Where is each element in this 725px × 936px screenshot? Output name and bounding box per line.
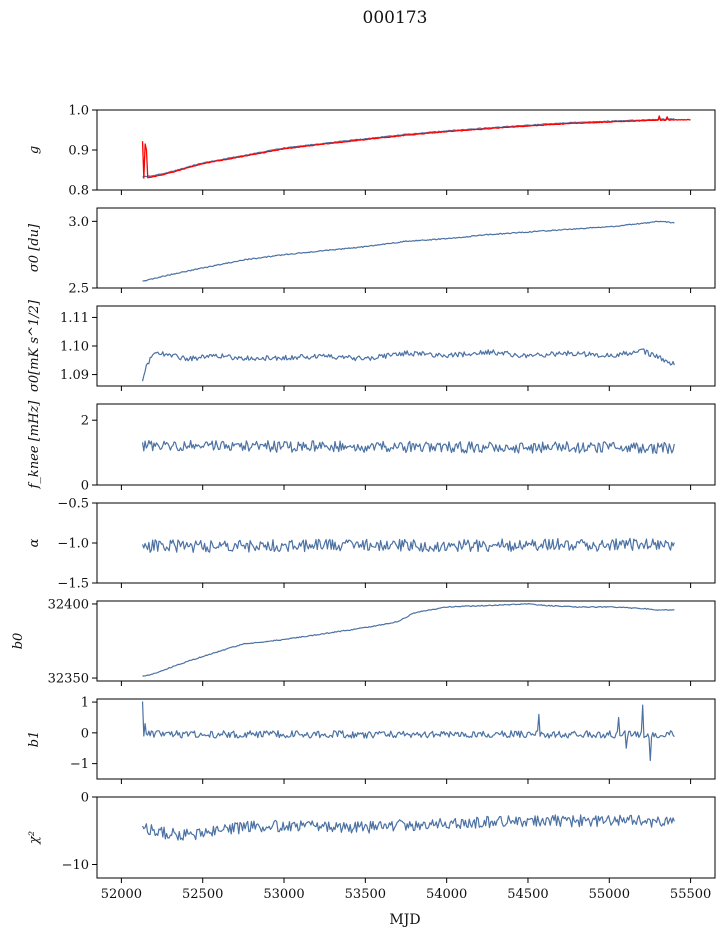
- y-axis-label: b1: [27, 731, 42, 748]
- panel-chi2: −10 0 52000 52500 53000 53500 54000 54500 55000 5…: [27, 791, 716, 902]
- x-tick-label: 52500: [182, 887, 223, 902]
- y-tick-label: 1: [81, 696, 89, 711]
- x-axis-label: MJD: [389, 912, 420, 928]
- figure-title: 000173: [363, 8, 428, 28]
- x-tick-label: 55000: [589, 887, 630, 902]
- axes-frame: [96, 600, 716, 682]
- y-tick-label: 1.09: [60, 368, 89, 383]
- series-line: [141, 701, 675, 762]
- y-tick-label: 1.10: [60, 340, 89, 355]
- y-tick-label: 32350: [48, 672, 89, 687]
- series-line: [141, 814, 675, 841]
- y-tick-label: −10: [62, 858, 89, 873]
- axes-frame: [96, 796, 716, 879]
- axes-frame: [96, 403, 716, 486]
- y-tick-label: 0: [81, 791, 89, 806]
- x-tick-label: 55500: [670, 887, 711, 902]
- axes-frame: [96, 207, 716, 289]
- panel-sigma0-du: 2.5 3.0 σ0 [du]: [27, 207, 716, 297]
- panel-alpha: −1.5 −1.0 −0.5 α: [27, 497, 716, 592]
- y-tick-label: −0.5: [57, 497, 89, 512]
- panel-g: 0.8 0.9 1.0 g: [27, 104, 716, 199]
- y-axis-label: g: [27, 146, 42, 154]
- y-tick-label: 0: [81, 726, 89, 741]
- y-tick-label: 0: [81, 479, 89, 494]
- y-tick-label: −1.0: [57, 537, 89, 552]
- series-line: [141, 537, 675, 553]
- x-tick-label: 53000: [263, 887, 304, 902]
- y-tick-label: 1.11: [60, 311, 89, 326]
- x-tick-label: 53500: [345, 887, 386, 902]
- x-tick-label: 54000: [426, 887, 467, 902]
- series-line: [141, 348, 675, 382]
- series-line: [142, 118, 675, 178]
- y-axis-label: σ0 [du]: [27, 223, 42, 272]
- axes-frame: [96, 305, 716, 387]
- panel-b0: 32350 32400 b0: [11, 597, 716, 687]
- x-tick-label: 54500: [507, 887, 548, 902]
- panels: 0.8 0.9 1.0 g 2.5 3.0 σ0 [du] 1.09 1.10 1.11 σ0[mK…: [11, 104, 716, 902]
- panel-b1: −1 0 1 b1: [27, 696, 716, 784]
- series-line: [142, 603, 675, 677]
- y-tick-label: 3.0: [68, 215, 89, 230]
- y-tick-label: −1.5: [57, 577, 89, 592]
- y-tick-label: 2: [81, 414, 89, 429]
- series-line: [142, 220, 675, 282]
- y-axis-label: α: [27, 538, 42, 547]
- y-axis-label: χ²: [27, 831, 42, 845]
- axes-frame: [96, 698, 716, 780]
- y-tick-label: 1.0: [68, 104, 89, 119]
- y-tick-label: 0.9: [68, 144, 89, 159]
- series-line: [141, 439, 675, 455]
- panel-sigma0-mk: 1.09 1.10 1.11 σ0[mK s^1/2]: [27, 299, 716, 392]
- y-tick-label: 2.5: [68, 282, 89, 297]
- y-tick-label: −1: [70, 757, 89, 772]
- y-axis-label: b0: [11, 633, 26, 650]
- y-axis-label: σ0[mK s^1/2]: [27, 299, 42, 392]
- y-axis-label: f_knee [mHz]: [27, 400, 42, 490]
- x-tick-label: 52000: [101, 887, 142, 902]
- y-tick-label: 0.8: [68, 184, 89, 199]
- series-line: [141, 115, 691, 179]
- y-tick-label: 32400: [48, 597, 89, 612]
- panel-fknee: 0 2 f_knee [mHz]: [27, 400, 716, 494]
